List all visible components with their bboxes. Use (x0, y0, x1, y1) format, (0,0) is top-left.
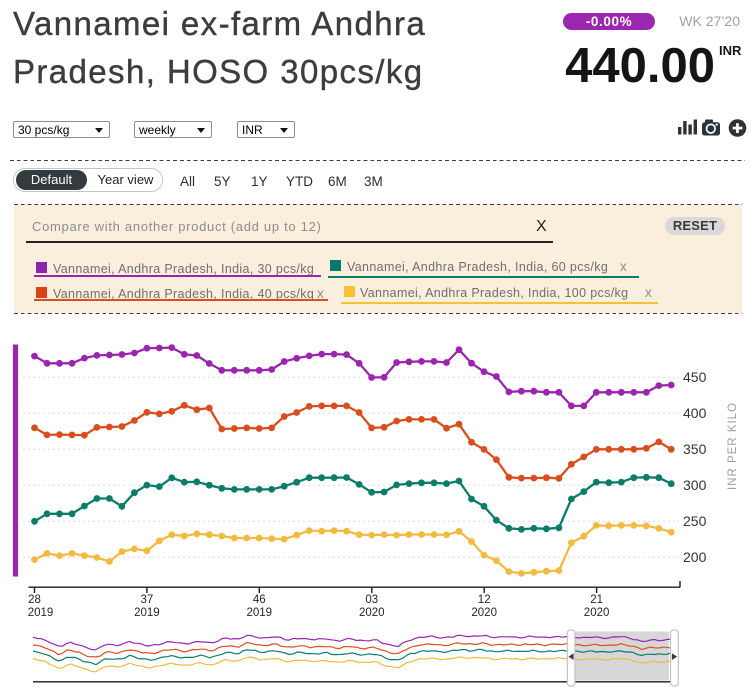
svg-text:12: 12 (478, 594, 491, 606)
svg-text:2019: 2019 (28, 607, 54, 619)
svg-text:300: 300 (683, 477, 707, 493)
svg-text:2019: 2019 (134, 607, 160, 619)
svg-text:200: 200 (683, 549, 707, 565)
svg-text:350: 350 (683, 441, 707, 457)
svg-text:2020: 2020 (359, 607, 385, 619)
svg-text:21: 21 (590, 594, 603, 606)
svg-text:450: 450 (683, 369, 707, 385)
svg-text:250: 250 (683, 513, 707, 529)
svg-text:46: 46 (253, 594, 266, 606)
svg-text:2020: 2020 (584, 607, 610, 619)
svg-text:2019: 2019 (247, 607, 273, 619)
svg-text:2020: 2020 (471, 607, 497, 619)
svg-text:28: 28 (28, 594, 41, 606)
svg-text:03: 03 (365, 594, 378, 606)
svg-text:INR PER KILO: INR PER KILO (727, 402, 739, 490)
svg-text:37: 37 (141, 594, 154, 606)
svg-text:400: 400 (683, 405, 707, 421)
